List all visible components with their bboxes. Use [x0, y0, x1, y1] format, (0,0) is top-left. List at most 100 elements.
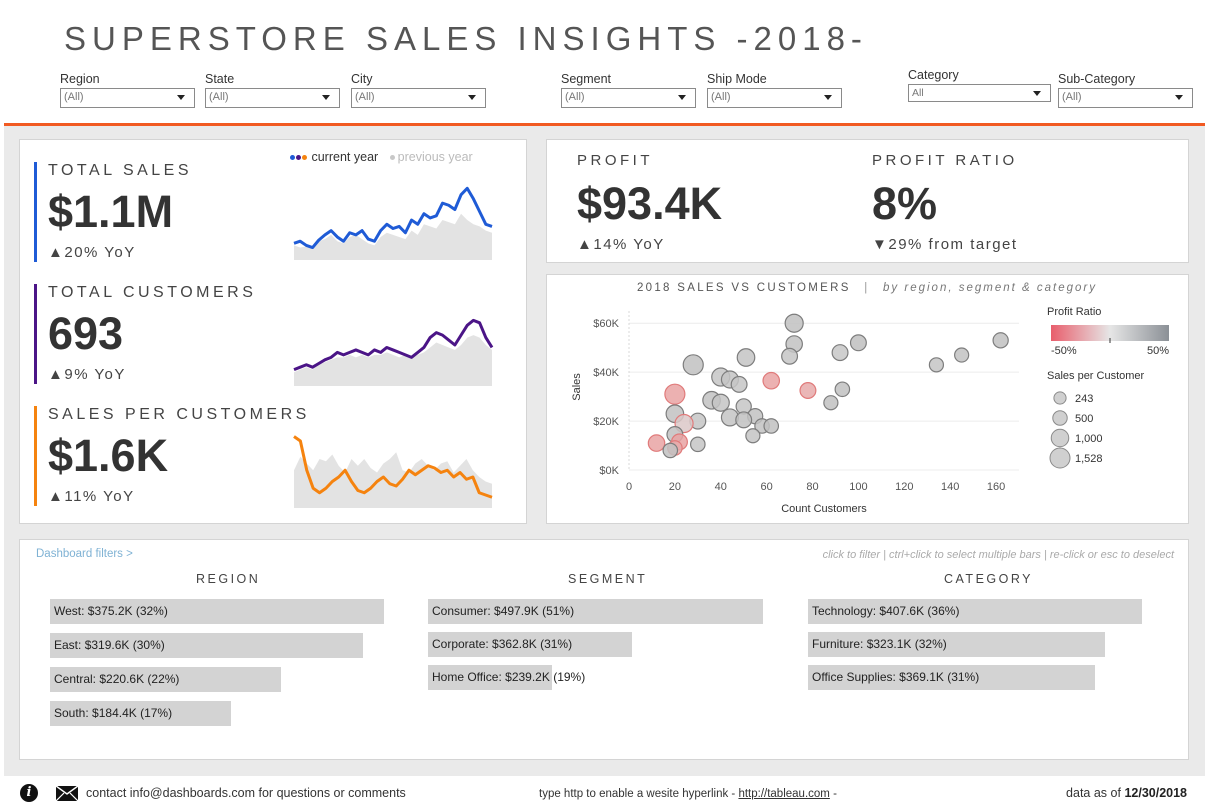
size-legend-title: Sales per Customer	[1047, 370, 1145, 382]
sales-sparkline	[293, 186, 493, 260]
scatter-title: 2018 SALES VS CUSTOMERS | by region, seg…	[547, 282, 1187, 294]
bar-text: Technology: $407.6K (36%)	[812, 604, 960, 618]
filter-label: State	[205, 72, 235, 86]
scatter-point[interactable]	[763, 418, 780, 434]
kpi-value: 693	[48, 308, 124, 359]
filter-ship-mode[interactable]: Ship Mode (All)	[707, 72, 842, 108]
filter-region[interactable]: Region (All)	[60, 72, 195, 108]
filter-label: Sub-Category	[1058, 72, 1136, 86]
current-year-line	[293, 435, 493, 499]
segment-title: SEGMENT	[568, 572, 648, 586]
scatter-point[interactable]	[799, 382, 817, 399]
segment-bar-consumer[interactable]: Consumer: $497.9K (51%)	[428, 599, 768, 624]
legend-dot	[296, 155, 301, 161]
category-title: CATEGORY	[944, 572, 1033, 586]
scatter-title-main: 2018 SALES VS CUSTOMERS	[636, 282, 851, 294]
kpi-label: TOTAL SALES	[48, 162, 193, 179]
filter-state-select[interactable]: (All)	[205, 88, 340, 108]
scatter-point[interactable]	[781, 347, 799, 365]
scatter-point[interactable]	[745, 428, 761, 444]
footer: i contact info@dashboards.com for questi…	[0, 778, 1213, 810]
scatter-point[interactable]	[711, 393, 730, 412]
scatter-point[interactable]	[682, 354, 704, 376]
contact-text: contact info@dashboards.com for question…	[86, 786, 406, 800]
title-separator: |	[864, 282, 870, 294]
kpi-panel: current year previous year TOTAL SALES $…	[19, 139, 527, 524]
bar-text: Corporate: $362.8K (31%)	[432, 637, 573, 651]
category-bar-office-supplies[interactable]: Office Supplies: $369.1K (31%)	[808, 665, 1148, 690]
region-bar-west[interactable]: West: $375.2K (32%)	[50, 599, 390, 624]
scatter-point[interactable]	[992, 332, 1009, 349]
filter-segment-select[interactable]: (All)	[561, 88, 696, 108]
filter-segment[interactable]: Segment (All)	[561, 72, 696, 108]
filter-label: City	[351, 72, 373, 86]
region-bar-east[interactable]: East: $319.6K (30%)	[50, 633, 390, 658]
filter-city[interactable]: City (All)	[351, 72, 486, 108]
category-bar-furniture[interactable]: Furniture: $323.1K (32%)	[808, 632, 1148, 657]
region-title: REGION	[196, 572, 261, 586]
filter-label: Region	[60, 72, 100, 86]
scatter-point[interactable]	[849, 334, 867, 352]
ratio-min-label: -50%	[1051, 345, 1077, 357]
scatter-point[interactable]	[736, 348, 756, 367]
current-year-line	[293, 186, 493, 250]
legend-dot	[302, 155, 307, 161]
chevron-down-icon	[177, 95, 185, 100]
kpi-accent-bar	[34, 284, 37, 384]
scatter-point[interactable]	[831, 344, 849, 362]
hyperlink-note: type http to enable a wesite hyperlink -…	[539, 788, 837, 800]
scatter-point[interactable]	[690, 436, 706, 453]
current-year-line	[293, 318, 494, 372]
bar-text: Home Office: $239.2K (19%)	[432, 670, 586, 684]
filter-state[interactable]: State (All)	[205, 72, 340, 108]
scatter-point[interactable]	[823, 395, 839, 411]
filter-label: Category	[908, 68, 959, 82]
kpi-value: $1.1M	[48, 186, 174, 237]
region-bar-central[interactable]: Central: $220.6K (22%)	[50, 667, 390, 692]
filter-category-select[interactable]: All	[908, 84, 1051, 102]
bar-fill	[808, 599, 1142, 624]
mail-icon[interactable]	[56, 786, 78, 801]
bar-text: Office Supplies: $369.1K (31%)	[812, 670, 980, 684]
filter-category[interactable]: Category All	[908, 68, 1051, 102]
x-tick-label: 40	[715, 481, 727, 493]
segment-bar-home-office[interactable]: Home Office: $239.2K (19%)	[428, 665, 768, 690]
scatter-point[interactable]	[834, 381, 851, 398]
bar-fill	[50, 667, 281, 692]
tableau-link[interactable]: http://tableau.com	[738, 788, 830, 800]
scatter-point[interactable]	[664, 383, 686, 405]
filter-city-select[interactable]: (All)	[351, 88, 486, 108]
segment-bar-corporate[interactable]: Corporate: $362.8K (31%)	[428, 632, 768, 657]
scatter-point[interactable]	[662, 442, 679, 459]
filter-region-select[interactable]: (All)	[60, 88, 195, 108]
kpi-label: SALES PER CUSTOMERS	[48, 406, 310, 423]
header-divider	[4, 123, 1205, 126]
scatter-point[interactable]	[784, 313, 804, 333]
bar-text: South: $184.4K (17%)	[54, 706, 173, 720]
filter-sub-category-select[interactable]: (All)	[1058, 88, 1193, 108]
previous-year-area	[294, 335, 492, 386]
category-bar-technology[interactable]: Technology: $407.6K (36%)	[808, 599, 1148, 624]
kpi-value: $1.6K	[48, 430, 169, 481]
asof-date: 12/30/2018	[1124, 786, 1187, 800]
legend-dot	[389, 155, 395, 161]
region-bar-south[interactable]: South: $184.4K (17%)	[50, 701, 390, 726]
filter-label: Ship Mode	[707, 72, 767, 86]
filter-sub-category[interactable]: Sub-Category (All)	[1058, 72, 1193, 108]
filter-ship-mode-select[interactable]: (All)	[707, 88, 842, 108]
scatter-point[interactable]	[647, 434, 666, 452]
bar-fill	[808, 632, 1105, 657]
ratio-max-label: 50%	[1147, 345, 1169, 357]
scatter-point[interactable]	[954, 347, 970, 363]
legend-previous: previous year	[397, 150, 473, 164]
dashboard-filters-link[interactable]: Dashboard filters >	[36, 548, 133, 560]
scatter-point[interactable]	[762, 371, 781, 390]
scatter-subtitle: by region, segment & category	[883, 282, 1098, 294]
scatter-point[interactable]	[928, 357, 945, 373]
spc-sparkline	[293, 435, 493, 508]
scatter-point[interactable]	[730, 375, 748, 393]
info-icon[interactable]: i	[20, 784, 38, 802]
scatter-point[interactable]	[735, 411, 753, 429]
x-tick-label: 160	[987, 481, 1005, 493]
x-tick-label: 0	[626, 481, 632, 493]
